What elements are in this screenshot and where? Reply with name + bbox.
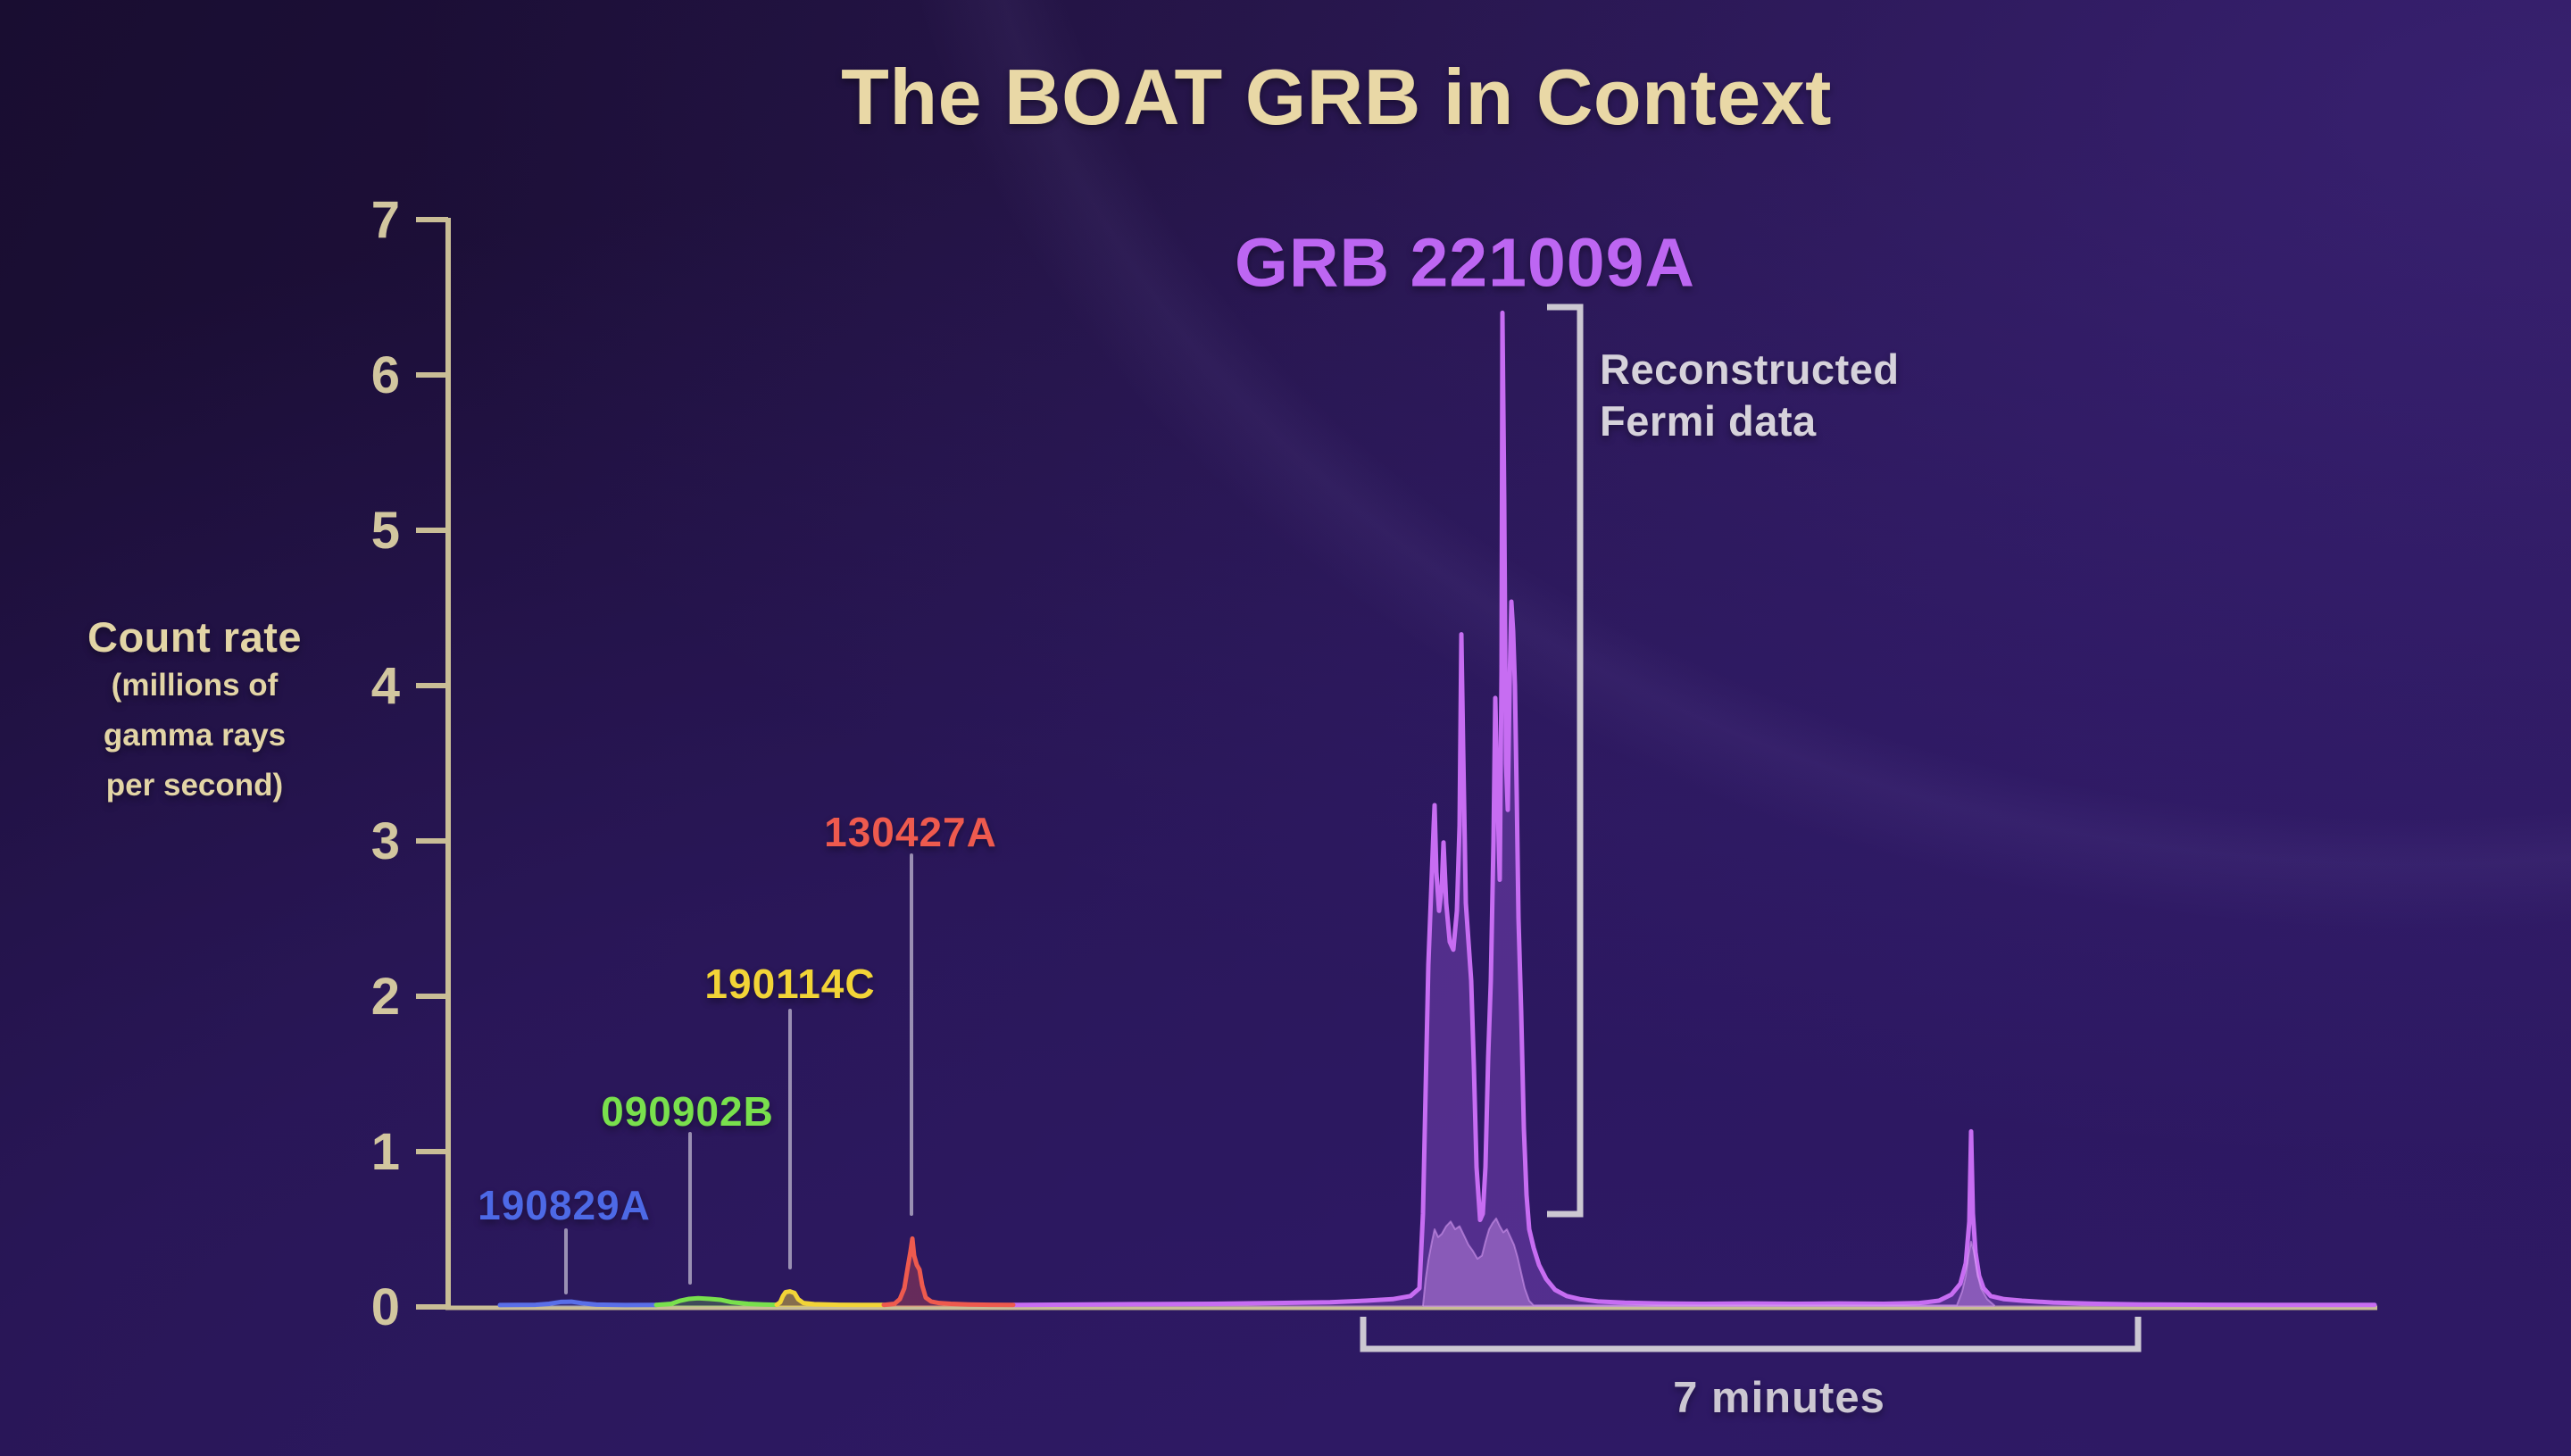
chart-title: The BOAT GRB in Context xyxy=(841,53,1832,141)
reconstructed-note-line-2: Fermi data xyxy=(1600,397,1817,445)
y-tick-label-3: 3 xyxy=(371,812,400,870)
y-tick-label-6: 6 xyxy=(371,346,400,404)
grb-label-190114C: 190114C xyxy=(704,961,876,1007)
reconstructed-note-line-1: Reconstructed xyxy=(1600,345,1900,393)
series-line-3 xyxy=(653,1295,779,1308)
y-tick-label-0: 0 xyxy=(371,1278,400,1336)
series-fill-0 xyxy=(1013,312,2375,1307)
series-line-5 xyxy=(881,1236,1016,1308)
series-fill-1 xyxy=(1423,1218,1994,1307)
series-line-0 xyxy=(1011,310,2377,1308)
y-tick-label-5: 5 xyxy=(371,502,400,560)
y-axis-subtitle-line-2: gamma rays xyxy=(103,718,287,753)
series-fill-5 xyxy=(884,1238,1013,1307)
axes: 0 1 2 3 4 5 6 7 xyxy=(371,191,2377,1336)
y-tick-label-7: 7 xyxy=(371,191,400,249)
y-axis-subtitle-line-3: per second) xyxy=(105,768,284,803)
grb-label-090902B: 090902B xyxy=(601,1088,774,1135)
y-tick-label-4: 4 xyxy=(371,657,400,715)
duration-label: 7 minutes xyxy=(1673,1374,1885,1422)
y-tick-label-2: 2 xyxy=(371,968,400,1026)
grb-label-221009A: GRB 221009A xyxy=(1234,224,1696,302)
y-axis-subtitle-line-1: (millions of xyxy=(111,668,279,703)
grb-label-190829A: 190829A xyxy=(478,1182,651,1228)
reconstructed-bracket xyxy=(1547,304,1584,1218)
series-line-1 xyxy=(1422,1217,1995,1307)
series-line-2 xyxy=(497,1299,659,1308)
grb-label-130427A: 130427A xyxy=(824,809,997,855)
duration-bracket xyxy=(1360,1317,2142,1352)
series-line-4 xyxy=(774,1289,886,1308)
y-tick-label-1: 1 xyxy=(371,1123,400,1181)
y-axis-title: Count rate xyxy=(87,613,302,661)
